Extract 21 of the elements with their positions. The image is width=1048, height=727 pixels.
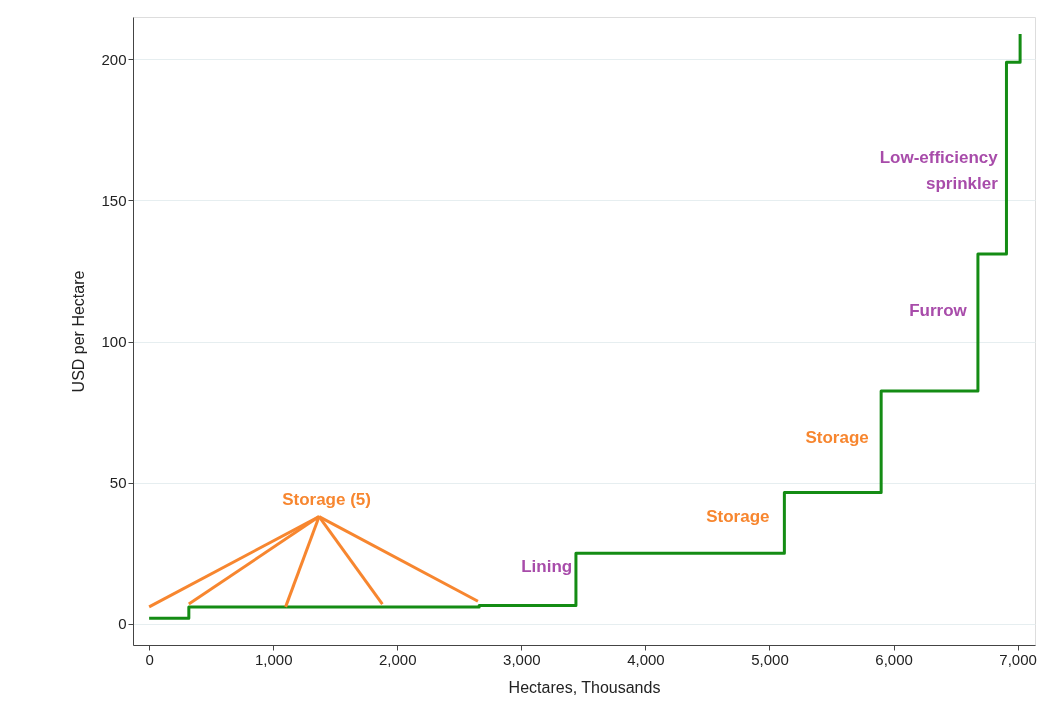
x-tick-label: 6,000	[875, 650, 913, 668]
annotation: Storage	[805, 427, 869, 447]
annotation: Low-efficiency sprinkler	[879, 148, 999, 194]
x-tick-label: 0	[145, 650, 154, 668]
y-tick-label: 100	[101, 333, 127, 351]
annotation: Storage	[706, 506, 770, 526]
y-axis-title: USD per Hectare	[70, 270, 88, 393]
x-axis-title: Hectares, Thousands	[508, 678, 661, 696]
annotation: Storage (5)	[282, 489, 371, 509]
x-tick-label: 2,000	[379, 650, 417, 668]
y-tick-label: 200	[101, 50, 127, 68]
x-tick-label: 1,000	[254, 650, 293, 668]
x-tick-label: 3,000	[503, 650, 541, 668]
x-tick-label: 5,000	[751, 650, 789, 668]
y-tick-label: 150	[101, 191, 127, 209]
y-tick-label: 0	[118, 615, 127, 633]
annotation: Furrow	[909, 300, 968, 320]
y-tick-label: 50	[109, 474, 127, 492]
annotation: Lining	[521, 557, 573, 577]
x-tick-label: 7,000	[999, 650, 1037, 668]
x-tick-label: 4,000	[627, 650, 665, 668]
